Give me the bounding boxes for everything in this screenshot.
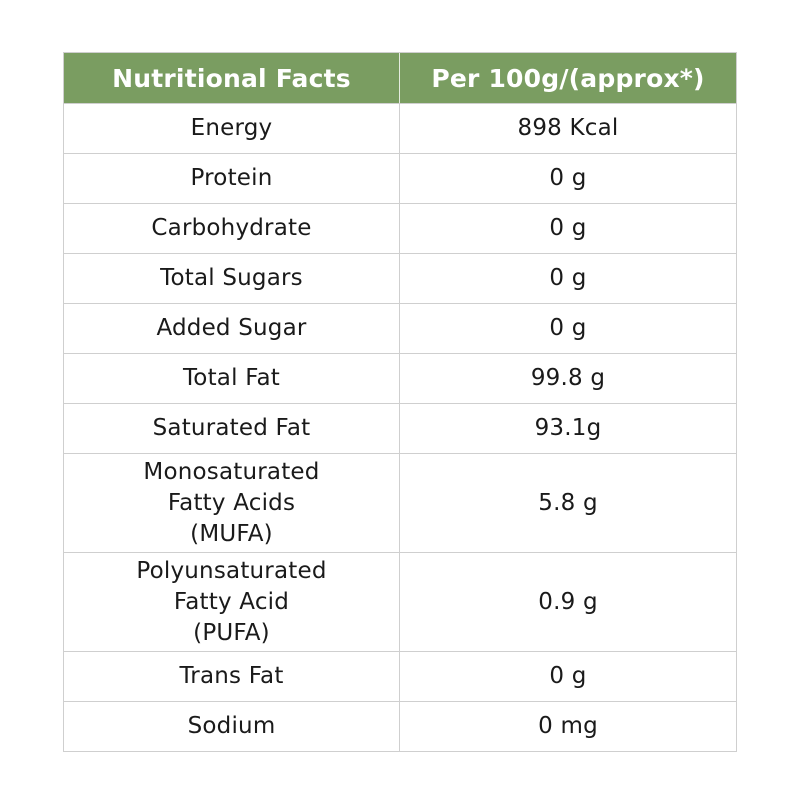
nutrition-table: Nutritional Facts Per 100g/(approx*) Ene… <box>63 52 737 752</box>
nutrient-value: 5.8 g <box>538 489 598 516</box>
nutrient-value: 898 Kcal <box>517 115 619 141</box>
nutrient-value: 0 g <box>549 265 587 291</box>
nutrient-name: Sodium <box>64 702 400 751</box>
nutrient-name: Added Sugar <box>64 304 400 353</box>
nutrient-value: 0 mg <box>538 713 598 739</box>
nutrient-name: Protein <box>64 154 400 203</box>
table-header-row: Nutritional Facts Per 100g/(approx*) <box>64 53 736 103</box>
nutrient-value: 0 g <box>549 315 587 341</box>
nutrient-name: Saturated Fat <box>64 404 400 453</box>
nutrient-value: 0.9 g <box>538 588 598 615</box>
table-row: Total Sugars 0 g <box>64 253 736 303</box>
table-row: Trans Fat 0 g <box>64 651 736 701</box>
nutrient-name: Trans Fat <box>64 652 400 701</box>
nutrient-value: 0 g <box>549 165 587 191</box>
table-row: Energy 898 Kcal <box>64 103 736 153</box>
table-row: Saturated Fat 93.1g <box>64 403 736 453</box>
nutrient-name: Carbohydrate <box>64 204 400 253</box>
nutrient-value: 0 g <box>549 215 587 241</box>
table-row: Sodium 0 mg <box>64 701 736 751</box>
nutrient-name: Monosaturated Fatty Acids (MUFA) <box>64 454 400 552</box>
table-row: Monosaturated Fatty Acids (MUFA) 5.8 g <box>64 453 736 552</box>
table-row: Polyunsaturated Fatty Acid (PUFA) 0.9 g <box>64 552 736 651</box>
nutrient-name: Energy <box>64 104 400 153</box>
nutrient-value: 0 g <box>549 663 587 689</box>
nutrient-value: 93.1g <box>534 415 602 441</box>
table-row: Added Sugar 0 g <box>64 303 736 353</box>
table-row: Total Fat 99.8 g <box>64 353 736 403</box>
table-row: Carbohydrate 0 g <box>64 203 736 253</box>
nutrient-name: Total Sugars <box>64 254 400 303</box>
nutrient-name: Total Fat <box>64 354 400 403</box>
nutrient-value: 99.8 g <box>530 365 606 391</box>
header-nutrient: Nutritional Facts <box>64 53 400 103</box>
table-row: Protein 0 g <box>64 153 736 203</box>
nutrient-name: Polyunsaturated Fatty Acid (PUFA) <box>64 553 400 651</box>
header-per-100g: Per 100g/(approx*) <box>431 63 705 93</box>
